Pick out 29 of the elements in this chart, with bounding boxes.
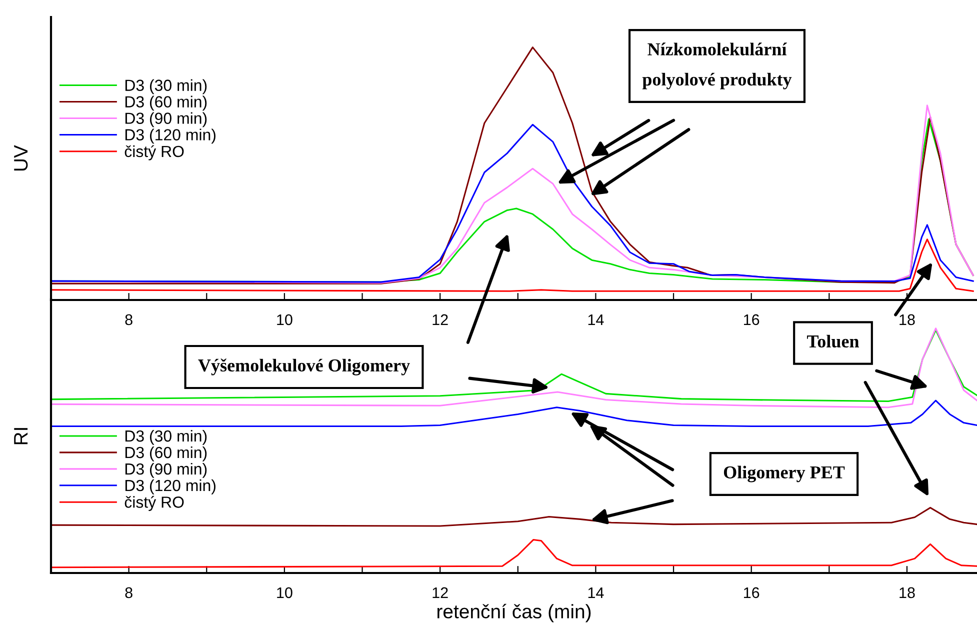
x-tick-label: 12 bbox=[432, 587, 448, 598]
legend-label: čistý RO bbox=[124, 496, 184, 511]
y-axis-title: RI bbox=[14, 428, 28, 444]
annotation: Oligomery PET bbox=[724, 466, 845, 482]
x-tick-label: 14 bbox=[588, 587, 604, 598]
annotation: Nízkomolekulární polyolové produkty bbox=[642, 42, 792, 90]
x-tick-label: 10 bbox=[277, 314, 292, 326]
legend-label: D3 (120 min) bbox=[125, 479, 216, 494]
x-tick-label: 16 bbox=[744, 314, 760, 326]
x-tick-label: 14 bbox=[588, 314, 604, 325]
legend-label: D3 (30 min) bbox=[125, 79, 207, 94]
legend-label: D3 (90 min) bbox=[125, 112, 207, 128]
x-axis-title: retenční čas (min) bbox=[437, 604, 591, 622]
legend-label: D3 (30 min) bbox=[125, 430, 207, 445]
annotation: Výšemolekulové Oligomery bbox=[198, 358, 410, 376]
legend-label: čistý RO bbox=[124, 145, 184, 160]
legend-label: D3 (60 min) bbox=[125, 446, 207, 462]
legend-label: D3 (90 min) bbox=[125, 462, 207, 478]
x-tick-label: 16 bbox=[744, 587, 760, 598]
y-axis-title: UV bbox=[14, 145, 28, 171]
x-tick-label: 8 bbox=[125, 314, 132, 326]
legend-label: D3 (120 min) bbox=[125, 128, 216, 144]
x-tick-label: 10 bbox=[277, 587, 292, 598]
x-tick-label: 8 bbox=[125, 587, 132, 598]
annotation: Toluen bbox=[807, 334, 859, 348]
x-tick-label: 18 bbox=[900, 314, 915, 326]
x-tick-label: 18 bbox=[900, 587, 915, 598]
legend-label: D3 (60 min) bbox=[125, 96, 207, 111]
x-tick-label: 12 bbox=[432, 314, 448, 325]
